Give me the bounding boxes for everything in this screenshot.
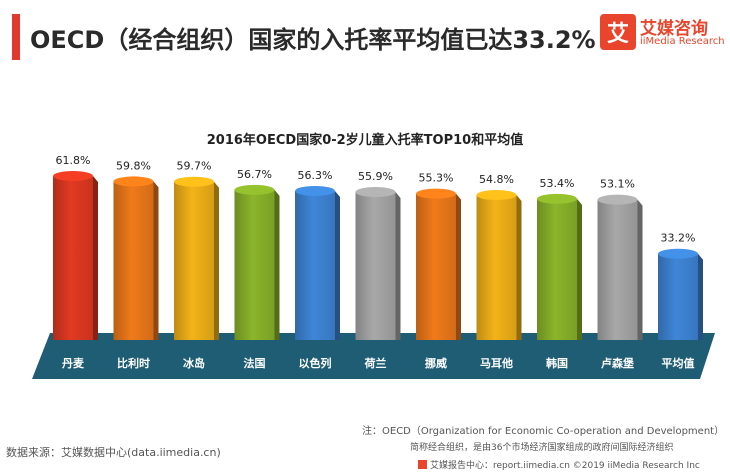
data-label: 53.1% xyxy=(600,178,635,191)
category-label: 冰岛 xyxy=(183,356,205,370)
report-center-icon xyxy=(418,460,427,469)
bar xyxy=(476,195,517,340)
page-title: OECD（经合组织）国家的入托率平均值已达33.2% xyxy=(30,26,596,54)
bar-cap xyxy=(234,184,275,195)
brand-logo: 艾 艾媒咨询 iiMedia Research xyxy=(600,14,725,58)
logo-mark-icon: 艾 xyxy=(600,14,636,50)
category-label: 平均值 xyxy=(662,356,695,370)
bar-side xyxy=(153,181,159,340)
bar-side xyxy=(698,253,703,340)
data-label: 59.7% xyxy=(177,160,212,173)
bar-cap xyxy=(537,193,577,204)
bar-cap xyxy=(355,187,396,198)
data-label: 55.3% xyxy=(419,172,454,185)
data-label: 61.8% xyxy=(56,154,91,167)
bar xyxy=(113,181,154,340)
bar xyxy=(174,181,214,340)
bar-side xyxy=(637,199,643,340)
chart-title: 2016年OECD国家0-2岁儿童入托率TOP10和平均值 xyxy=(206,133,524,148)
bar-cap xyxy=(53,171,93,181)
bar xyxy=(658,253,698,340)
chart-floor xyxy=(32,333,715,379)
category-label: 法国 xyxy=(244,356,266,370)
data-label: 54.8% xyxy=(479,173,514,186)
bar-side xyxy=(395,192,401,340)
data-source: 数据来源：艾媒数据中心(data.iimedia.cn) xyxy=(6,446,221,459)
logo-name-cn: 艾媒咨询 xyxy=(640,19,708,39)
bar-side xyxy=(577,198,582,340)
category-label: 比利时 xyxy=(117,356,150,370)
bar-cap xyxy=(295,185,335,196)
category-label: 丹麦 xyxy=(62,356,85,370)
note-line-2: 简称经合组织，是由36个市场经济国家组成的政府间国际经济组织 xyxy=(410,443,674,453)
category-label: 卢森堡 xyxy=(601,356,634,370)
category-label: 挪威 xyxy=(425,356,447,370)
bar xyxy=(234,189,275,340)
bar-side xyxy=(335,190,340,340)
bar-side xyxy=(274,189,280,340)
data-label: 33.2% xyxy=(661,232,696,245)
bar-cap xyxy=(416,188,456,199)
bar-cap xyxy=(476,190,517,201)
bar-side xyxy=(516,195,522,340)
data-label: 55.9% xyxy=(358,170,393,183)
category-label: 韩国 xyxy=(546,356,568,370)
bar xyxy=(295,190,335,340)
bar-cap xyxy=(597,194,638,205)
data-label: 56.3% xyxy=(298,169,333,182)
data-label: 53.4% xyxy=(540,177,575,190)
bar xyxy=(53,176,93,340)
bar-side xyxy=(93,176,98,340)
bar xyxy=(416,193,456,340)
footer-copyright: 艾媒报告中心：report.iimedia.cn ©2019 iiMedia R… xyxy=(430,461,700,471)
category-label: 荷兰 xyxy=(364,356,387,370)
category-label: 马耳他 xyxy=(480,356,513,370)
logo-name-en: iiMedia Research xyxy=(640,36,725,47)
bar-side xyxy=(456,193,461,340)
data-label: 59.8% xyxy=(116,159,151,172)
bar-cap xyxy=(174,176,214,187)
header-accent-bar xyxy=(12,14,20,60)
bar xyxy=(355,192,396,340)
bar-side xyxy=(214,181,219,340)
note-line-1: 注：OECD（Organization for Economic Co-oper… xyxy=(362,426,725,437)
bar xyxy=(597,199,638,340)
bar-cap xyxy=(113,176,154,187)
bar xyxy=(537,198,577,340)
category-label: 以色列 xyxy=(299,356,332,370)
bar-cap xyxy=(658,248,698,259)
data-label: 56.7% xyxy=(237,168,272,181)
